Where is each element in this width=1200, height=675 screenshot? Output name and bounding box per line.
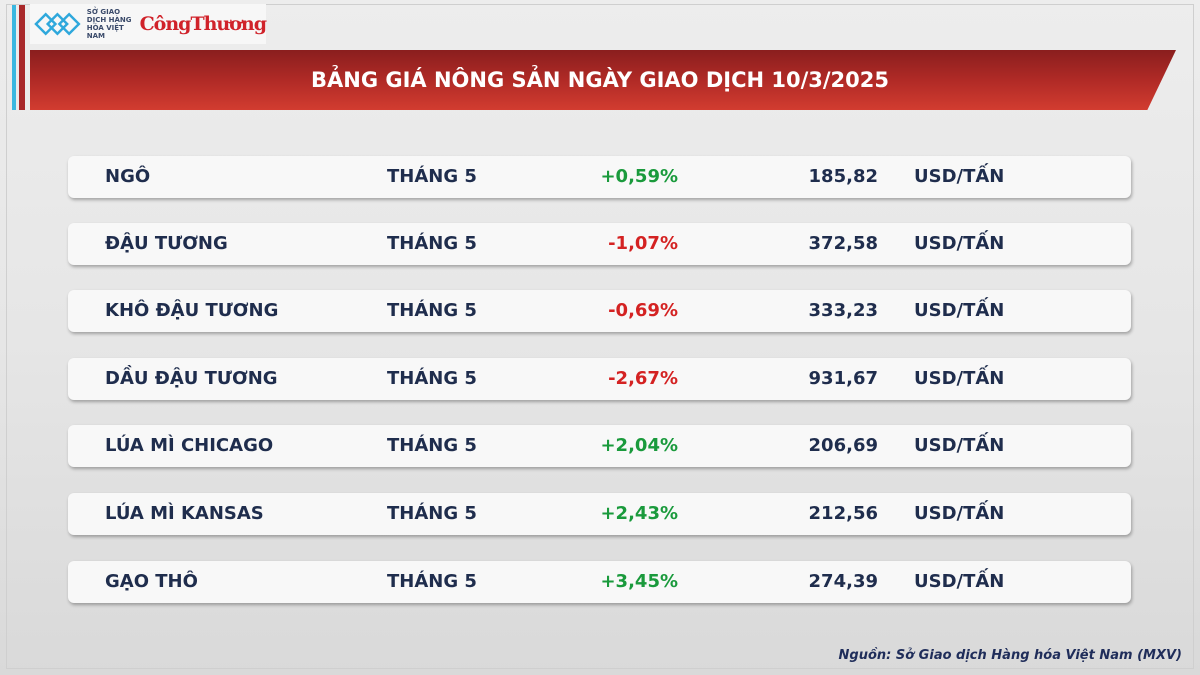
accent-bar-red [19,5,25,110]
commodity-name: DẦU ĐẬU TƯƠNG [105,368,278,389]
frame [6,4,1194,669]
price-change: +2,43% [600,503,678,524]
price-change: +2,04% [600,435,678,456]
price: 274,39 [808,571,878,592]
price: 206,69 [808,435,878,456]
contract-month: THÁNG 5 [387,233,477,254]
commodity-name: LÚA MÌ CHICAGO [105,435,274,456]
unit: USD/TẤN [914,368,1005,389]
price-change: +3,45% [600,571,678,592]
contract-month: THÁNG 5 [387,166,477,187]
congthuong-logo: CôngThương [139,13,267,35]
mxv-logo-text: SỞ GIAO DỊCH HÀNG HÓA VIỆT NAM [86,8,132,40]
price: 372,58 [808,233,878,254]
price: 212,56 [808,503,878,524]
commodity-name: LÚA MÌ KANSAS [105,503,264,524]
table-row: LÚA MÌ KANSAS THÁNG 5 +2,43% 212,56 USD/TẤN [68,493,1131,535]
price-change: -0,69% [608,300,678,321]
table-row: KHÔ ĐẬU TƯƠNG THÁNG 5 -0,69% 333,23 USD/TẤN [68,290,1131,332]
contract-month: THÁNG 5 [387,503,477,524]
price-change: -1,07% [608,233,678,254]
contract-month: THÁNG 5 [387,300,477,321]
price: 931,67 [808,368,878,389]
contract-month: THÁNG 5 [387,368,477,389]
table-row: DẦU ĐẬU TƯƠNG THÁNG 5 -2,67% 931,67 USD/TẤN [68,358,1131,400]
price: 333,23 [808,300,878,321]
commodity-name: ĐẬU TƯƠNG [105,233,228,254]
unit: USD/TẤN [914,435,1005,456]
table-row: LÚA MÌ CHICAGO THÁNG 5 +2,04% 206,69 USD/TẤN [68,425,1131,467]
table-row: ĐẬU TƯƠNG THÁNG 5 -1,07% 372,58 USD/TẤN [68,223,1131,265]
mxv-logo-icon [34,12,81,36]
source-note: Nguồn: Sở Giao dịch Hàng hóa Việt Nam (M… [838,648,1182,663]
price: 185,82 [808,166,878,187]
accent-bar-blue [12,5,16,110]
unit: USD/TẤN [914,300,1005,321]
logo: SỞ GIAO DỊCH HÀNG HÓA VIỆT NAM CôngThươn… [30,4,267,44]
table-row: GẠO THÔ THÁNG 5 +3,45% 274,39 USD/TẤN [68,561,1131,603]
contract-month: THÁNG 5 [387,435,477,456]
page-title: BẢNG GIÁ NÔNG SẢN NGÀY GIAO DỊCH 10/3/20… [310,68,889,92]
contract-month: THÁNG 5 [387,571,477,592]
price-change: -2,67% [608,368,678,389]
commodity-name: GẠO THÔ [105,571,198,592]
unit: USD/TẤN [914,503,1005,524]
commodity-name: NGÔ [105,166,151,187]
price-change: +0,59% [600,166,678,187]
commodity-name: KHÔ ĐẬU TƯƠNG [105,300,279,321]
unit: USD/TẤN [914,166,1005,187]
table-row: NGÔ THÁNG 5 +0,59% 185,82 USD/TẤN [68,156,1131,198]
unit: USD/TẤN [914,571,1005,592]
title-banner: BẢNG GIÁ NÔNG SẢN NGÀY GIAO DỊCH 10/3/20… [30,50,1176,110]
unit: USD/TẤN [914,233,1005,254]
